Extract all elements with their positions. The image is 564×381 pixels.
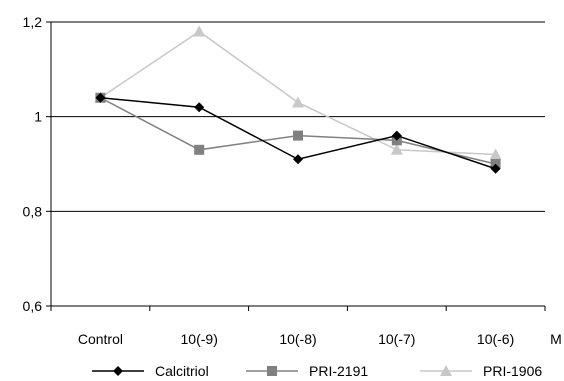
data-point [95, 92, 106, 103]
data-point [194, 102, 205, 113]
x-tick-label: 10(-6) [477, 331, 514, 347]
legend-label: PRI-2191 [309, 363, 368, 379]
gridlines [51, 21, 545, 212]
legend-entry: PRI-1906 [420, 363, 542, 379]
data-point [390, 143, 403, 155]
x-tick-label: 10(-9) [181, 331, 218, 347]
axes [50, 22, 545, 307]
data-point [489, 148, 502, 160]
data-point [293, 130, 303, 141]
data-point [391, 130, 402, 141]
data-point [292, 96, 304, 108]
y-tick-label: 0,8 [23, 203, 43, 219]
x-tick-label: 10(-7) [378, 331, 415, 347]
legend-entry: Calcitriol [92, 363, 209, 379]
y-tick-label: 0,6 [23, 298, 43, 314]
data-point [293, 154, 303, 165]
legend-marker [267, 366, 277, 376]
data-point [194, 144, 205, 155]
legend-marker [113, 366, 123, 376]
series-lines [94, 25, 502, 174]
series-calcitriol [95, 92, 501, 174]
legend-marker [440, 365, 452, 376]
legend-label: PRI-1906 [483, 363, 542, 379]
x-tick-label: 10(-8) [279, 331, 316, 347]
legend-entry: PRI-2191 [246, 363, 368, 379]
y-tick-labels: 0,6 0,8 1 1,2 [23, 14, 51, 314]
x-axis-unit: M [550, 331, 562, 347]
legend-label: Calcitriol [155, 363, 209, 379]
x-tick-labels: Control 10(-9) 10(-8) 10(-7) 10(-6) [50, 306, 546, 347]
legend: Calcitriol PRI-2191 PRI-1906 [92, 363, 542, 379]
data-point [490, 163, 501, 174]
y-tick-label: 1 [34, 109, 42, 125]
x-tick-label: Control [78, 331, 123, 347]
y-tick-label: 1,2 [23, 14, 43, 30]
data-point [193, 25, 206, 37]
